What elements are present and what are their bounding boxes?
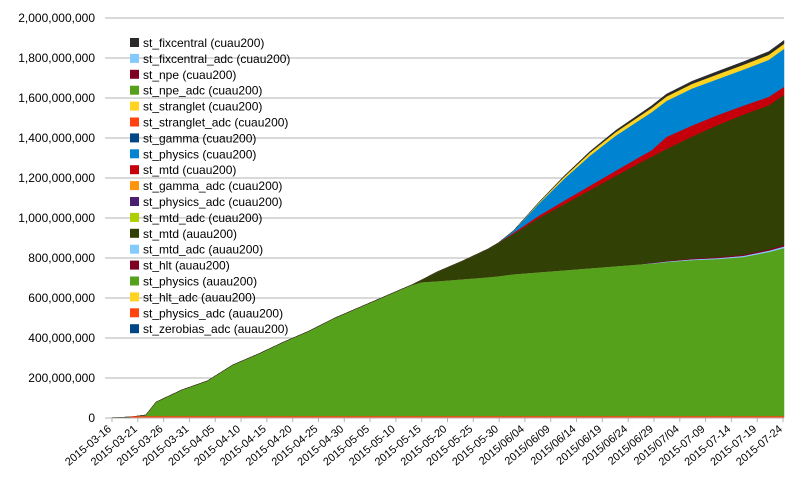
legend-swatch bbox=[130, 101, 139, 111]
legend-swatch bbox=[130, 165, 139, 175]
legend-label: st_gamma (cuau200) bbox=[143, 131, 256, 145]
legend-label: st_mtd (auau200) bbox=[143, 227, 237, 241]
legend-swatch bbox=[130, 53, 139, 63]
legend-label: st_physics_adc (cuau200) bbox=[143, 195, 282, 209]
legend-swatch bbox=[130, 276, 139, 286]
legend-swatch bbox=[130, 38, 139, 47]
y-tick-label: 1,000,000,000 bbox=[18, 211, 95, 225]
y-tick-label: 0 bbox=[88, 411, 95, 425]
legend-label: st_npe (cuau200) bbox=[143, 68, 236, 82]
y-tick-label: 600,000,000 bbox=[28, 291, 95, 305]
legend-swatch bbox=[130, 292, 139, 302]
legend-swatch bbox=[130, 69, 139, 79]
legend-swatch bbox=[130, 228, 139, 238]
legend-swatch bbox=[130, 117, 139, 127]
legend-label: st_fixcentral_adc (cuau200) bbox=[143, 52, 290, 66]
legend-label: st_physics (cuau200) bbox=[143, 147, 256, 161]
y-tick-label: 2,000,000,000 bbox=[18, 11, 95, 25]
legend-swatch bbox=[130, 308, 139, 318]
legend-label: st_zerobias_adc (auau200) bbox=[143, 322, 288, 336]
legend-swatch bbox=[130, 324, 139, 334]
area-series-path bbox=[104, 39, 785, 419]
legend-swatch bbox=[130, 181, 139, 191]
legend-swatch bbox=[130, 149, 139, 159]
legend-label: st_mtd_adc (auau200) bbox=[143, 243, 263, 257]
legend-label: st_gamma_adc (cuau200) bbox=[143, 179, 282, 193]
legend-label: st_physics_adc (auau200) bbox=[143, 306, 283, 320]
legend-label: st_stranglet (cuau200) bbox=[143, 100, 262, 114]
legend-label: st_npe_adc (cuau200) bbox=[143, 84, 262, 98]
area-series bbox=[104, 39, 785, 419]
legend-swatch bbox=[130, 212, 139, 222]
legend-label: st_mtd (cuau200) bbox=[143, 163, 236, 177]
legend-label: st_hlt (auau200) bbox=[143, 259, 230, 273]
legend-swatch bbox=[130, 133, 139, 143]
y-tick-label: 1,800,000,000 bbox=[18, 51, 95, 65]
y-tick-label: 1,400,000,000 bbox=[18, 131, 95, 145]
legend-label: st_stranglet_adc (cuau200) bbox=[143, 116, 288, 130]
y-tick-label: 400,000,000 bbox=[28, 331, 95, 345]
legend-label: st_mtd_adc (cuau200) bbox=[143, 211, 262, 225]
legend-swatch bbox=[130, 85, 139, 95]
x-axis-ticks: 2015-03-162015-03-212015-03-262015-03-31… bbox=[63, 418, 785, 468]
legend-label: st_hlt_adc (auau200) bbox=[143, 290, 256, 304]
y-axis-ticks: 0 200,000,000 400,000,000 600,000,000 800,00… bbox=[18, 11, 95, 425]
legend-label: st_fixcentral (cuau200) bbox=[143, 36, 264, 50]
y-tick-label: 200,000,000 bbox=[28, 371, 95, 385]
y-tick-label: 800,000,000 bbox=[28, 251, 95, 265]
legend-label: st_physics (auau200) bbox=[143, 275, 257, 289]
y-tick-label: 1,600,000,000 bbox=[18, 91, 95, 105]
y-tick-label: 1,200,000,000 bbox=[18, 171, 95, 185]
legend: st_fixcentral (cuau200) st_fixcentral_adc… bbox=[130, 36, 290, 336]
legend-swatch bbox=[130, 260, 139, 270]
legend-swatch bbox=[130, 197, 139, 206]
legend-swatch bbox=[130, 244, 139, 254]
